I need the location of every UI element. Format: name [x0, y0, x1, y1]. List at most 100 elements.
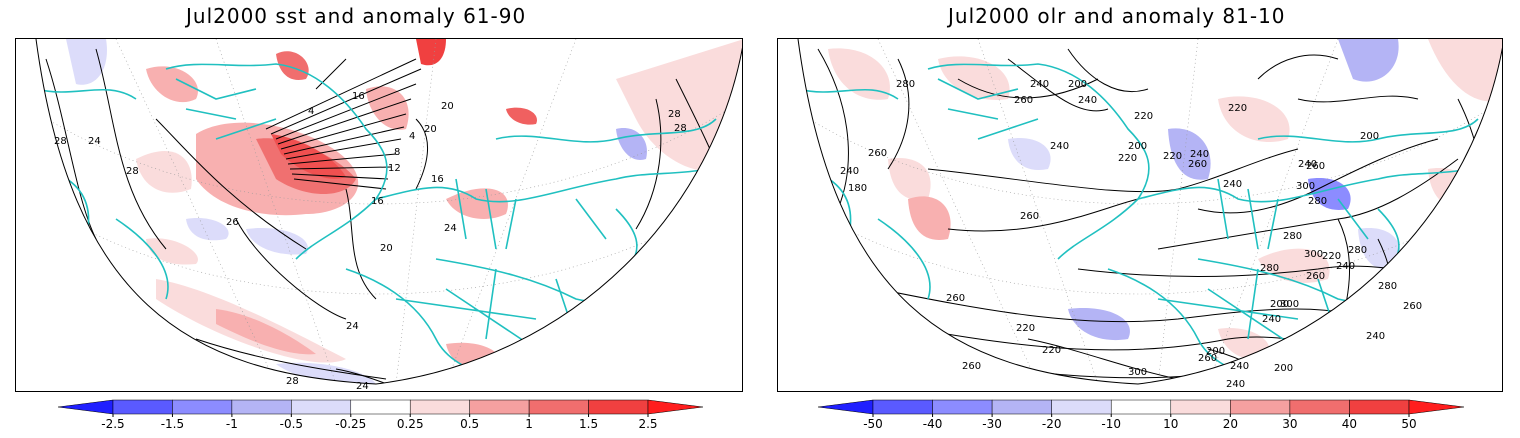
colorbar-label: 0.25	[397, 417, 424, 431]
colorbar-label: -1	[226, 417, 238, 431]
contour-label: 240	[1366, 331, 1385, 342]
contour-label: 16	[352, 91, 365, 102]
contour-label: 240	[1230, 361, 1249, 372]
anomaly-patch	[416, 39, 446, 66]
anomaly-patch	[1338, 39, 1399, 82]
contour-label: 220	[1134, 111, 1153, 122]
contour-label: 260	[868, 148, 887, 159]
colorbar-label: 10	[1163, 417, 1178, 431]
contour-label: 260	[1306, 271, 1325, 282]
anomaly-patch	[1258, 248, 1330, 283]
anomaly-patch	[246, 228, 308, 255]
colorbar-label: -0.25	[335, 417, 366, 431]
contour-label: 200	[1068, 79, 1087, 90]
colorbar-segment	[231, 399, 292, 415]
contour-label: 8	[394, 147, 400, 158]
colorbar-segment	[1289, 399, 1350, 415]
anomaly-patch	[446, 188, 508, 219]
anomaly-patch	[888, 158, 931, 200]
contour-label: 20	[441, 101, 454, 112]
contour-label: 200	[1206, 346, 1225, 357]
colorbar-segment	[172, 399, 233, 415]
contour-label: 240	[1030, 79, 1049, 90]
colorbar-label: -2.5	[101, 417, 124, 431]
contour-label: 28	[674, 123, 687, 134]
colorbar-segment	[1170, 399, 1231, 415]
contour-label: 28	[126, 166, 139, 177]
contour-label: 24	[444, 223, 457, 234]
contour-label: 200	[1274, 363, 1293, 374]
sst-colorbar: -2.5 -1.5 -1 -0.5 -0.25 0.25 0.5 1 1.5 2.5	[58, 398, 703, 438]
contour-label: 4	[308, 106, 314, 117]
colorbar-segment	[647, 399, 703, 415]
anomaly-patch	[616, 128, 647, 160]
contour-label: 240	[1190, 149, 1209, 160]
contour-label: 20	[380, 243, 393, 254]
colorbar-segment	[1230, 399, 1291, 415]
contour-label: 24	[346, 321, 359, 332]
colorbar-segment	[1349, 399, 1410, 415]
colorbar-segment	[932, 399, 993, 415]
sst-map-panel: 28 24 28 26 20 24 28 24 16 12 8 4 16 4 20 16 20 28 28 24	[15, 38, 743, 392]
contour-label: 180	[848, 183, 867, 194]
colorbar-label: -20	[1042, 417, 1062, 431]
contour-label: 300	[1128, 367, 1147, 378]
colorbar-label: -30	[982, 417, 1002, 431]
anomaly-patch	[616, 39, 742, 172]
colorbar-segment	[528, 399, 589, 415]
contour-label: 280	[1260, 263, 1279, 274]
anomaly-patch	[1428, 39, 1502, 102]
contour-label: 28	[54, 136, 67, 147]
anomaly-patch	[818, 228, 861, 280]
anomaly-patch	[1008, 138, 1051, 170]
contour-label: 28	[286, 376, 299, 387]
contour-label: 220	[1016, 323, 1035, 334]
anomaly-patch	[1218, 96, 1290, 143]
contour-label: 12	[388, 163, 401, 174]
contour-label: 260	[1020, 211, 1039, 222]
contour-label: 220	[1163, 151, 1182, 162]
contour-label: 300	[1304, 249, 1323, 260]
anomaly-patch	[271, 134, 346, 179]
contour-label: 220	[1042, 345, 1061, 356]
contour-label: 24	[356, 381, 369, 392]
anomaly-patch	[136, 150, 192, 193]
anomaly-patch	[66, 39, 107, 85]
colorbar-label: -1.5	[161, 417, 184, 431]
colorbar-label: 0.5	[460, 417, 479, 431]
hemisphere-outline	[35, 39, 742, 385]
contour-label: 240	[840, 166, 859, 177]
colorbar-segment	[1051, 399, 1112, 415]
contour-label: 240	[1223, 179, 1242, 190]
anomaly-patch	[1428, 168, 1474, 210]
contour-label: 260	[962, 361, 981, 372]
anomaly-patch	[1388, 316, 1431, 352]
hemisphere-outline	[797, 39, 1502, 385]
colorbar-label: 30	[1282, 417, 1297, 431]
colorbar-label: -10	[1101, 417, 1121, 431]
contour-label: 260	[1188, 159, 1207, 170]
anomaly-patch	[506, 107, 537, 125]
contour-label: 240	[1262, 314, 1281, 325]
colorbar-segment	[350, 399, 411, 415]
contour-label: 240	[1298, 159, 1317, 170]
colorbar-segment	[1110, 399, 1172, 415]
anomaly-patch	[276, 362, 376, 384]
anomaly-patch	[366, 86, 409, 130]
contour-label: 260	[1014, 95, 1033, 106]
contour-label: 16	[371, 196, 384, 207]
colorbar-label: 1.5	[579, 417, 598, 431]
contour-label: 4	[409, 131, 415, 142]
colorbar-label: 40	[1342, 417, 1357, 431]
colorbar-segment	[991, 399, 1052, 415]
colorbar-label: -0.5	[280, 417, 303, 431]
colorbar-label: -40	[923, 417, 943, 431]
contour-label: 300	[1280, 299, 1299, 310]
anomaly-patch	[828, 48, 890, 100]
anomaly-patch	[186, 218, 229, 241]
contour-label: 240	[1226, 379, 1245, 390]
colorbar-segment	[58, 399, 114, 415]
anomaly-patch	[1168, 128, 1211, 180]
